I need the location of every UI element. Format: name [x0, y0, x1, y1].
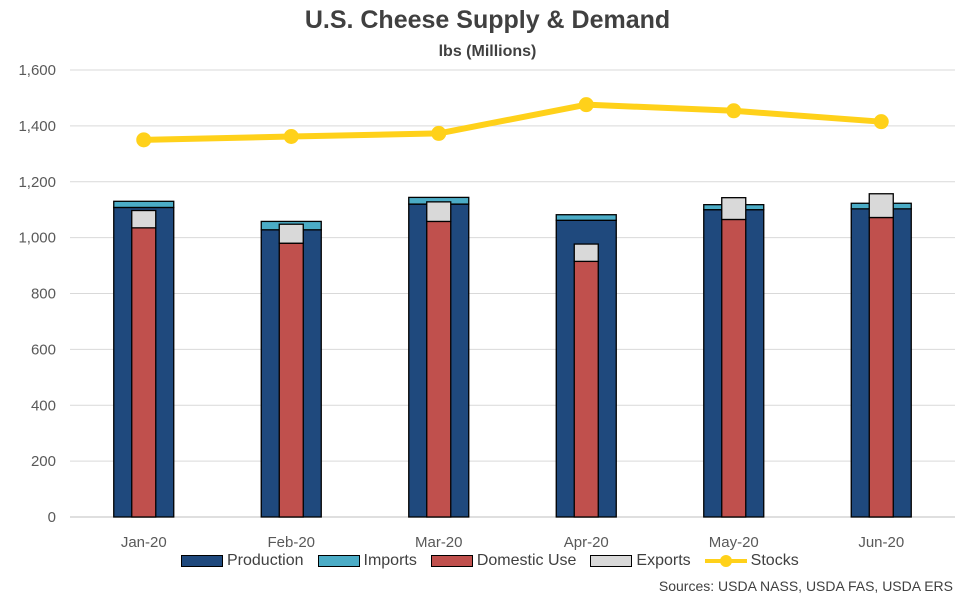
legend-item-stocks: Stocks	[704, 552, 799, 570]
bar-domestic-use	[131, 227, 157, 518]
bar-domestic-use	[573, 260, 599, 518]
x-tick-label: Jun-20	[858, 534, 904, 551]
y-tick-label: 0	[48, 509, 56, 526]
x-tick-label: Jan-20	[121, 534, 167, 551]
legend-swatch-stocks	[704, 555, 747, 567]
y-tick-label: 800	[31, 286, 56, 303]
chart-title: U.S. Cheese Supply & Demand	[304, 6, 671, 34]
bar-exports	[426, 201, 452, 223]
chart-subtitle: lbs (Millions)	[438, 43, 537, 60]
chart-source-note: Sources: USDA NASS, USDA FAS, USDA ERS	[658, 578, 953, 594]
bar-exports	[131, 209, 157, 229]
bar-domestic-use	[278, 242, 304, 518]
x-tick-label: May-20	[709, 534, 759, 551]
legend-label-domestic-use: Domestic Use	[476, 552, 577, 569]
bar-exports	[721, 197, 747, 221]
bar-imports	[555, 214, 617, 221]
y-tick-label: 1,000	[18, 230, 56, 247]
legend-item-domestic-use: Domestic Use	[430, 552, 577, 570]
legend-swatch-imports	[317, 555, 360, 567]
point-stocks	[283, 128, 299, 144]
legend-swatch-domestic-use	[430, 555, 473, 567]
y-tick-label: 400	[31, 397, 56, 414]
point-stocks	[136, 132, 152, 148]
bar-exports	[573, 243, 599, 263]
y-tick-label: 1,600	[18, 62, 56, 79]
y-tick-label: 1,400	[18, 118, 56, 135]
legend-label-imports: Imports	[363, 552, 417, 569]
legend-item-imports: Imports	[317, 552, 417, 570]
y-tick-label: 200	[31, 453, 56, 470]
line-stocks	[143, 101, 882, 143]
bar-exports	[278, 223, 304, 244]
bar-domestic-use	[426, 220, 452, 518]
point-stocks	[431, 125, 447, 141]
y-tick-label: 600	[31, 341, 56, 358]
point-stocks	[873, 114, 889, 130]
bar-imports	[113, 200, 175, 209]
legend-label-production: Production	[227, 552, 304, 569]
legend-item-production: Production	[181, 552, 304, 570]
x-tick-label: Apr-20	[564, 534, 609, 551]
legend-label-stocks: Stocks	[750, 552, 799, 569]
bar-domestic-use	[721, 218, 747, 518]
legend-swatch-exports	[590, 555, 633, 567]
bar-exports	[868, 193, 894, 219]
legend-item-exports: Exports	[590, 552, 691, 570]
chart-legend: Production Imports Domestic Use Exports …	[181, 552, 813, 570]
point-stocks	[726, 103, 742, 119]
legend-swatch-production	[181, 555, 223, 567]
bar-domestic-use	[868, 216, 894, 518]
legend-label-exports: Exports	[636, 552, 691, 569]
point-stocks	[578, 97, 594, 113]
x-tick-label: Mar-20	[415, 534, 463, 551]
y-tick-label: 1,200	[18, 174, 56, 191]
x-tick-label: Feb-20	[267, 534, 315, 551]
